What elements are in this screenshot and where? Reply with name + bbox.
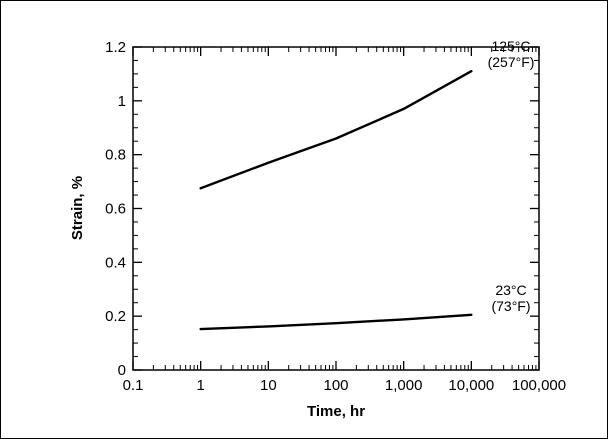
x-axis-tick-labels: 0.1 1 10 100 1,000 10,000 100,000	[123, 377, 567, 394]
y-tick-label: 1	[118, 93, 126, 110]
series-label-line1-0: 125°C	[491, 38, 530, 54]
x-tick-label: 10	[260, 377, 277, 394]
series-labels: 125°C(257°F) 23°C(73°F)	[488, 38, 535, 314]
y-tick-label: 0.8	[105, 147, 126, 164]
x-axis-ticks	[132, 47, 540, 370]
y-tick-label: 0.6	[105, 201, 126, 218]
x-tick-label: 10,000	[448, 377, 494, 394]
series-label-line2-0: (257°F)	[488, 54, 535, 70]
series-line-0	[199, 70, 473, 190]
x-tick-label: 100	[323, 377, 348, 394]
series-line-1	[199, 313, 473, 331]
series-label-line1-1: 23°C	[495, 282, 526, 298]
x-tick-label: 0.1	[123, 377, 144, 394]
x-tick-label: 1,000	[385, 377, 423, 394]
y-axis-tick-labels: 0 0.2 0.4 0.6 0.8 1 1.2	[105, 39, 126, 379]
x-tick-label: 100,000	[512, 377, 566, 394]
series-label-line2-1: (73°F)	[491, 298, 530, 314]
y-axis-title: Strain, %	[69, 176, 86, 240]
y-tick-label: 1.2	[105, 39, 126, 56]
series-lines	[199, 70, 473, 331]
y-tick-label: 0.2	[105, 308, 126, 325]
y-tick-label: 0	[118, 362, 126, 379]
y-tick-label: 0.4	[105, 254, 126, 271]
x-tick-label: 1	[196, 377, 204, 394]
y-axis-ticks	[133, 46, 539, 371]
x-axis-title: Time, hr	[307, 403, 365, 420]
